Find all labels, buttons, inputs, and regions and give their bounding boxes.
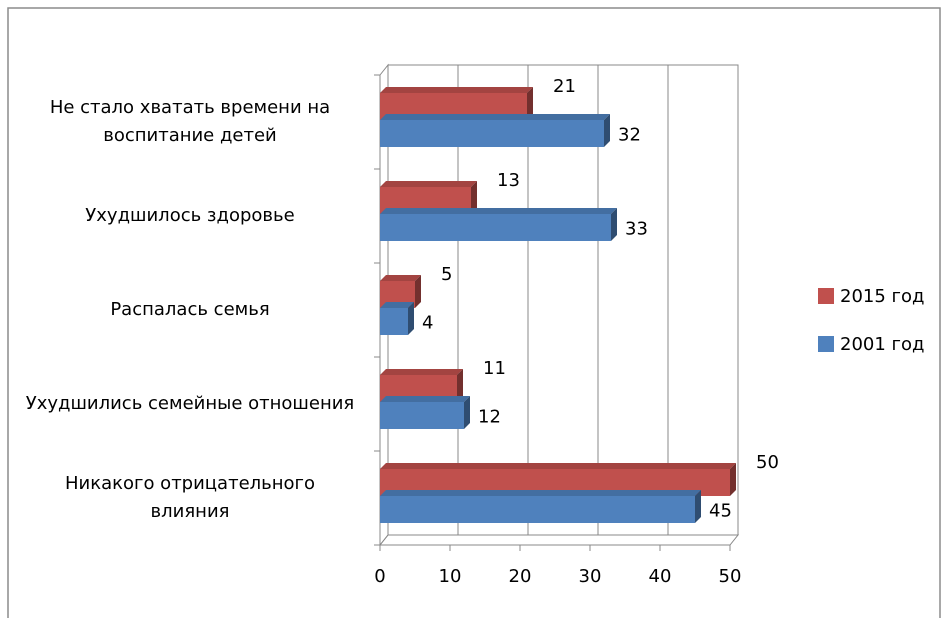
bar-end	[457, 369, 463, 402]
category-label: Распалась семья	[110, 299, 270, 320]
bar-top	[380, 87, 533, 93]
value-label: 5	[441, 264, 452, 285]
value-label: 45	[709, 501, 732, 522]
x-tick-label: 10	[439, 566, 462, 587]
legend-label: 2001 год	[840, 334, 924, 355]
bar-top	[380, 490, 701, 496]
legend-swatch	[818, 336, 834, 352]
bar-top	[380, 396, 470, 402]
bar	[380, 214, 611, 241]
floor	[378, 534, 740, 546]
bar-end	[464, 396, 470, 429]
bar-end	[695, 490, 701, 523]
value-label: 13	[497, 170, 520, 191]
value-label: 33	[625, 219, 648, 240]
x-tick-label: 40	[649, 566, 672, 587]
bar-end	[611, 208, 617, 241]
category-label: Ухудшились семейные отношения	[25, 393, 355, 414]
bar-top	[380, 208, 617, 214]
bar	[380, 402, 464, 429]
bar-end	[408, 302, 414, 335]
value-label: 50	[756, 452, 779, 473]
value-label: 11	[483, 358, 506, 379]
bar-top	[380, 369, 463, 375]
value-label: 4	[422, 313, 433, 334]
bar-top	[380, 302, 414, 308]
bar-end	[471, 181, 477, 214]
bar	[380, 120, 604, 147]
frame	[7, 7, 941, 618]
legend-label: 2015 год	[840, 286, 924, 307]
bar-top	[380, 114, 610, 120]
value-label: 21	[553, 76, 576, 97]
bar-end	[415, 275, 421, 308]
bar-top	[380, 275, 421, 281]
x-tick-label: 30	[579, 566, 602, 587]
bar-top	[380, 463, 736, 469]
x-tick-label: 50	[719, 566, 742, 587]
bar-end	[527, 87, 533, 120]
value-label: 32	[618, 125, 641, 146]
category-label: Не стало хватать времени на воспитание д…	[49, 97, 331, 146]
x-tick-label: 20	[509, 566, 532, 587]
category-label: Никакого отрицательного влияния	[64, 473, 316, 522]
legend-swatch	[818, 288, 834, 304]
bar	[380, 496, 695, 523]
value-label: 12	[478, 407, 501, 428]
bar-top	[380, 181, 477, 187]
bar	[380, 308, 408, 335]
bar-end	[604, 114, 610, 147]
x-tick-label: 0	[374, 566, 385, 587]
bar-end	[730, 463, 736, 496]
category-label: Ухудшилось здоровье	[85, 205, 295, 226]
